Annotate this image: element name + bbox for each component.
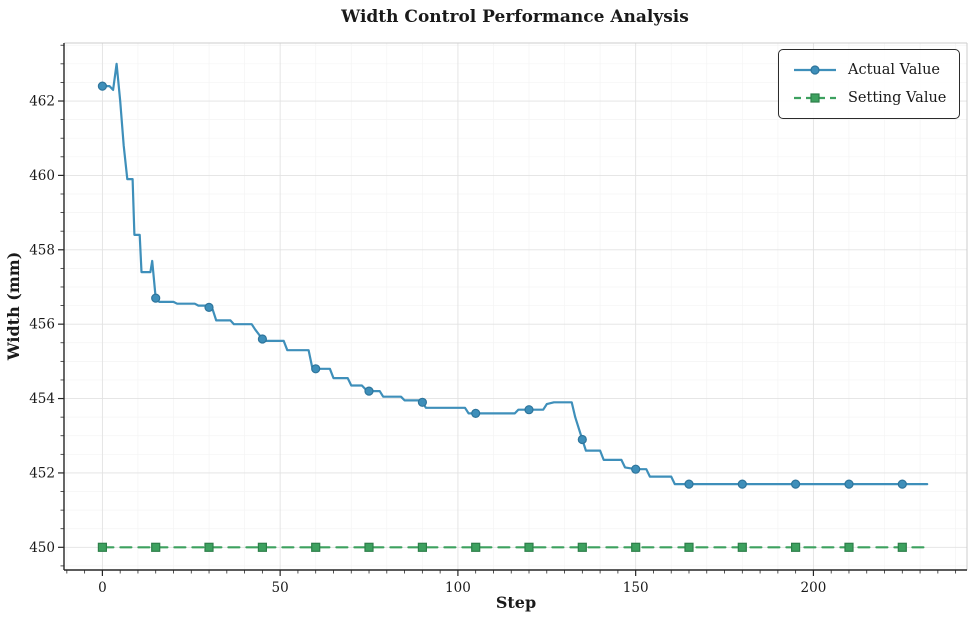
svg-text:200: 200 [801,580,827,596]
x-axis-label: Step [496,593,536,612]
axes-spines-ticks: 0 50 100 150 200 450 452 454 456 458 460 462 [29,42,968,596]
legend-label-setting-value: Setting Value [848,90,947,106]
minor-gridlines [64,43,967,570]
svg-text:100: 100 [445,580,471,596]
svg-text:462: 462 [29,94,55,110]
chart-title: Width Control Performance Analysis [340,7,689,27]
legend-item-actual-value: Actual Value [791,58,959,82]
svg-text:452: 452 [29,465,55,481]
legend-item-setting-value: Setting Value [791,86,959,110]
svg-text:450: 450 [29,540,55,556]
y-axis-label: Width (mm) [4,252,23,362]
svg-text:50: 50 [272,580,289,596]
svg-text:0: 0 [98,580,107,596]
svg-text:458: 458 [29,242,55,258]
svg-text:150: 150 [623,580,649,596]
svg-text:454: 454 [29,391,55,407]
setting-value-line-sample-icon [794,93,836,103]
svg-text:456: 456 [29,317,55,333]
legend: Actual Value Setting Value [778,49,960,119]
legend-label-actual-value: Actual Value [848,62,940,78]
major-gridlines [64,43,967,570]
data-series [97,62,929,552]
svg-text:460: 460 [29,168,55,184]
actual-value-line-sample-icon [794,65,836,75]
